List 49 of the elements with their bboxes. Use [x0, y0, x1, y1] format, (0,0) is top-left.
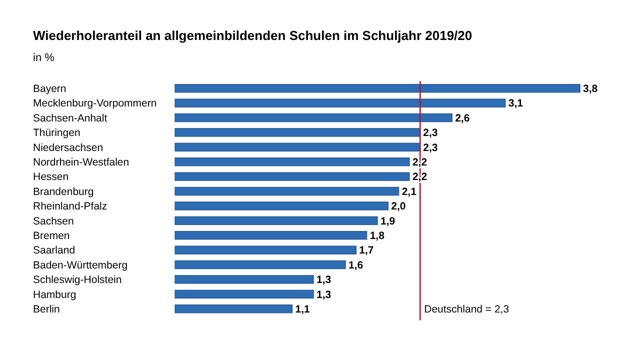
data-label: 1,3 — [316, 288, 332, 301]
ref-line-label: Deutschland = 2,3 — [424, 304, 510, 316]
y-tick-label: Schleswig-Holstein — [33, 274, 122, 286]
bar — [174, 98, 506, 108]
data-label: 2,0 — [391, 200, 406, 213]
data-label: 1,3 — [316, 274, 332, 286]
data-label: 2,3 — [423, 127, 438, 140]
data-label: 2,1 — [402, 186, 417, 198]
y-tick-label: Sachsen — [33, 215, 74, 228]
y-tick-label: Sachsen-Anhalt — [33, 112, 108, 124]
y-tick-label: Nordrhein-Westfalen — [33, 156, 130, 169]
data-label: 1,1 — [295, 304, 310, 316]
bar — [174, 275, 314, 284]
bar — [174, 290, 314, 298]
bar — [174, 84, 580, 93]
y-tick-label: Mecklenburg-Vorpommern — [33, 98, 157, 110]
bar — [174, 128, 420, 137]
bar — [174, 172, 410, 181]
data-label: 1,9 — [380, 215, 396, 228]
data-label: 3,8 — [583, 83, 598, 96]
bar — [174, 260, 346, 270]
y-tick-label: Bremen — [33, 230, 70, 242]
y-tick-label: Berlin — [33, 304, 60, 316]
data-label: 1,7 — [359, 244, 374, 257]
data-label: 3,1 — [508, 98, 524, 110]
y-tick-label: Baden-Württemberg — [33, 259, 128, 272]
text: in % — [33, 52, 55, 64]
data-label: 2,3 — [423, 142, 438, 154]
bar — [174, 304, 293, 314]
chart-title: Wiederholeranteil an allgemeinbildenden Schulen im Schuljahr 2019/20 — [33, 28, 472, 43]
bar — [174, 158, 410, 166]
data-label: 2,6 — [455, 112, 470, 124]
y-tick-label: Hessen — [33, 171, 69, 184]
bar — [174, 202, 388, 210]
y-tick-label: Hamburg — [33, 288, 76, 301]
bar — [174, 231, 368, 240]
y-tick-label: Thüringen — [33, 127, 80, 140]
y-tick-label: Bayern — [33, 83, 66, 96]
data-label: 1,6 — [348, 259, 364, 272]
bar — [174, 246, 356, 254]
y-tick-label: Rheinland-Pfalz — [33, 200, 108, 213]
y-tick-label: Niedersachsen — [33, 142, 104, 154]
bar — [174, 186, 400, 196]
y-tick-label: Saarland — [33, 244, 76, 257]
bar — [174, 142, 420, 152]
y-tick-label: Brandenburg — [33, 186, 94, 198]
data-label: 1,8 — [370, 230, 385, 242]
bar — [174, 216, 378, 225]
bar — [174, 113, 452, 122]
